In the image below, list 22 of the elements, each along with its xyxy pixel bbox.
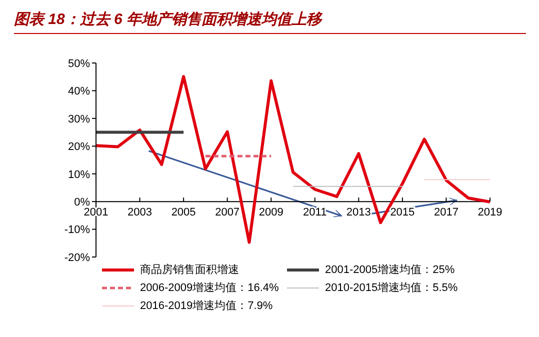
legend-label: 2006-2009增速均值：16.4% xyxy=(140,281,279,295)
x-tick-label: 2003 xyxy=(128,206,152,219)
y-tick-label: 10% xyxy=(68,168,90,181)
y-tick-label: 30% xyxy=(68,113,90,126)
y-tick-label: 50% xyxy=(68,58,90,70)
x-tick-label: 2011 xyxy=(303,206,327,219)
x-tick-label: 2017 xyxy=(434,206,458,219)
y-tick-label: 0% xyxy=(74,196,90,208)
x-tick-label: 2005 xyxy=(171,206,196,219)
chart-title: 图表 18：过去 6 年地产销售面积增速均值上移 xyxy=(14,10,526,34)
x-tick-label: 2009 xyxy=(258,206,284,219)
legend-label: 2010-2015增速均值：5.5% xyxy=(325,281,458,295)
x-tick-label: 2019 xyxy=(478,206,502,219)
legend-label: 2001-2005增速均值：25% xyxy=(325,263,455,277)
x-tick-label: 2015 xyxy=(390,206,415,219)
y-tick-label: -10% xyxy=(64,224,90,236)
x-tick-label: 2007 xyxy=(215,206,240,219)
y-tick-label: 40% xyxy=(68,86,90,98)
y-tick-label: -20% xyxy=(64,252,90,264)
legend-label: 2016-2019增速均值：7.9% xyxy=(140,299,273,313)
y-tick-label: 20% xyxy=(68,141,90,154)
legend-label: 商品房销售面积增速 xyxy=(140,262,239,277)
